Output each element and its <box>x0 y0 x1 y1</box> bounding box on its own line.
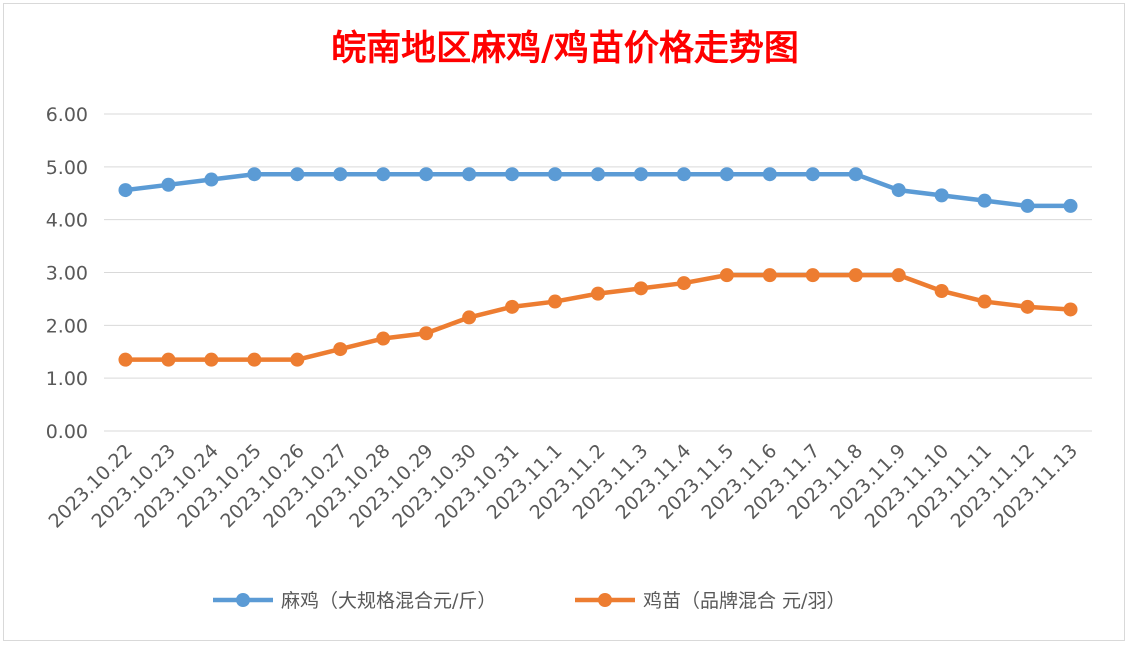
data-point <box>548 167 563 182</box>
data-point <box>118 183 133 198</box>
legend-label: 鸡苗（品牌混合 元/羽） <box>643 590 845 612</box>
data-point <box>633 167 648 182</box>
data-point <box>247 352 262 367</box>
x-axis-ticks: 2023.10.222023.10.232023.10.242023.10.25… <box>45 440 1083 532</box>
y-tick-label: 0.00 <box>46 421 88 443</box>
data-point <box>204 352 219 367</box>
data-point <box>676 167 691 182</box>
data-point <box>161 352 176 367</box>
data-point <box>762 268 777 283</box>
y-tick-label: 2.00 <box>46 315 88 337</box>
data-point <box>591 286 605 301</box>
data-point <box>1020 198 1035 213</box>
y-tick-label: 1.00 <box>46 368 88 390</box>
data-point <box>505 299 520 314</box>
data-point <box>848 167 863 182</box>
data-point <box>934 188 949 203</box>
data-point <box>376 331 391 346</box>
gridlines <box>104 113 1092 432</box>
data-point <box>247 167 262 182</box>
data-point <box>805 167 820 182</box>
data-point <box>633 281 648 296</box>
data-point <box>1063 302 1078 317</box>
data-point <box>161 177 176 192</box>
data-point <box>762 167 777 182</box>
y-tick-label: 5.00 <box>46 157 88 179</box>
data-point <box>891 183 906 198</box>
y-tick-label: 3.00 <box>46 263 88 285</box>
data-point <box>462 167 477 182</box>
data-point <box>376 167 391 182</box>
data-point <box>204 172 219 187</box>
data-point <box>118 352 133 367</box>
data-point <box>719 167 734 182</box>
legend-swatch-marker <box>236 593 250 607</box>
data-point <box>290 167 305 182</box>
legend: 麻鸡（大规格混合元/斤） 鸡苗（品牌混合 元/羽） <box>213 590 845 612</box>
legend-swatch-marker <box>598 593 612 607</box>
y-axis-ticks: 0.00 1.00 2.00 3.00 4.00 5.00 6.00 <box>46 104 88 443</box>
chart-frame <box>3 3 1125 641</box>
data-point <box>591 167 605 182</box>
data-point <box>848 268 863 283</box>
data-point <box>977 294 992 309</box>
series-lines <box>118 167 1078 367</box>
data-point <box>1020 299 1035 314</box>
data-point <box>333 342 348 357</box>
data-point <box>333 167 348 182</box>
data-point <box>290 352 305 367</box>
data-point <box>419 167 434 182</box>
data-point <box>676 276 691 291</box>
data-point <box>719 268 734 283</box>
data-point <box>934 283 949 298</box>
data-point <box>548 294 563 309</box>
data-point <box>977 193 992 208</box>
data-point <box>462 310 477 325</box>
legend-label: 麻鸡（大规格混合元/斤） <box>281 590 496 612</box>
data-point <box>505 167 520 182</box>
chart-title: 皖南地区麻鸡/鸡苗价格走势图 <box>331 28 799 69</box>
data-point <box>419 326 434 341</box>
y-tick-label: 4.00 <box>46 210 88 232</box>
data-point <box>1063 198 1078 213</box>
data-point <box>805 268 820 283</box>
data-point <box>891 268 906 283</box>
y-tick-label: 6.00 <box>46 104 88 126</box>
